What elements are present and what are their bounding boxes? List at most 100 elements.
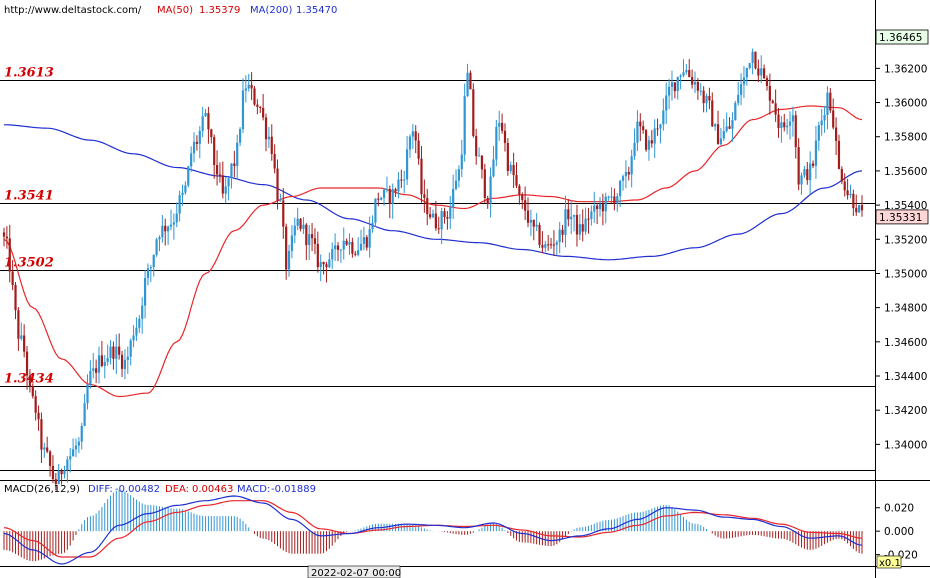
time-cursor-text: 2022-02-07 00:00 [311,568,401,578]
candle-body-19 [57,470,60,484]
ma200-value: 1.35470 [296,5,337,16]
candle-body-53 [155,239,158,255]
candle-body-70 [204,113,207,117]
candle-body-157 [454,180,458,189]
candle-body-165 [477,155,481,157]
candle-body-188 [544,244,547,248]
zoom-text: x0.1 [879,558,901,569]
candle-body-201 [581,224,584,232]
candle-body-7 [23,335,26,352]
candle-body-108 [313,238,317,244]
candle-body-268 [774,103,777,115]
zoom-indicator[interactable]: x0.1 [876,555,902,569]
candle-body-199 [575,214,579,235]
candle-body-234 [676,77,679,92]
candle-body-35 [103,361,106,366]
price-tick-8: 1.34600 [884,337,927,349]
candle-body-273 [788,121,792,126]
candle-body-95 [276,168,279,201]
price-tick-5: 1.35200 [884,234,927,246]
candle-body-297 [858,205,861,213]
candle-body-143 [414,131,417,141]
candle-body-217 [627,171,630,175]
top-price-badge: 1.36465 [875,29,929,45]
candle-body-172 [498,122,501,127]
candle-body-87 [253,88,256,105]
candle-body-240 [693,82,697,85]
candle-body-186 [538,224,541,245]
candle-body-208 [601,204,604,212]
candle-body-247 [714,124,717,127]
candle-body-46 [135,327,138,336]
candle-body-81 [236,142,239,166]
candle-body-161 [466,72,469,97]
candle-body-31 [92,368,95,371]
ma50-line [3,105,863,398]
candle-body-242 [699,90,702,92]
candle-body-296 [855,208,858,213]
candle-body-205 [593,205,596,212]
ma50-label: MA(50) [157,5,193,16]
candle-body-26 [77,441,80,446]
candle-body-102 [296,218,299,226]
candle-body-103 [299,218,302,229]
candle-body-137 [397,179,400,192]
candle-body-110 [319,262,322,268]
candle-body-1 [5,236,8,239]
candle-body-294 [849,193,852,196]
candle-body-279 [806,169,809,181]
candle-body-76 [221,175,224,194]
candle-body-203 [587,218,590,220]
candle-body-118 [342,240,345,250]
candle-body-96 [279,200,282,202]
candle-body-233 [673,82,676,92]
candle-body-22 [66,459,69,471]
price-tick-11: 1.34000 [884,439,927,451]
candle-body-30 [89,370,92,385]
candle-body-17 [51,465,55,480]
candle-body-231 [667,86,671,96]
candle-body-204 [590,211,593,219]
candle-body-285 [823,115,826,121]
candle-body-270 [780,122,783,128]
candle-body-8 [25,351,29,376]
candle-body-264 [763,68,766,79]
candle-body-174 [503,130,507,144]
candle-body-227 [656,128,659,130]
candle-body-3 [11,271,14,285]
candle-body-124 [359,243,363,251]
candle-body-163 [472,89,475,136]
candle-body-292 [843,181,846,191]
candle-body-213 [616,196,619,204]
candle-body-9 [28,375,32,386]
candle-body-254 [734,102,737,121]
candle-body-146 [423,194,426,198]
candle-body-200 [578,224,581,235]
candle-body-241 [696,82,699,91]
candle-body-167 [483,169,486,198]
candle-body-112 [325,264,328,268]
candle-body-73 [213,137,216,165]
candle-body-154 [446,217,449,219]
candle-body-288 [832,110,835,128]
candle-body-269 [777,114,780,128]
candle-body-121 [351,241,354,254]
candle-body-226 [653,128,656,144]
candle-body-192 [555,242,558,245]
candle-body-93 [270,136,273,154]
candle-body-158 [457,169,461,181]
candle-body-68 [198,130,201,144]
current-price-text: 1.35331 [879,212,922,224]
candle-body-57 [167,226,170,232]
candle-body-175 [506,143,509,171]
candle-body-94 [273,153,276,169]
candle-body-278 [803,169,806,176]
candle-body-249 [719,138,723,145]
candle-body-16 [48,451,52,466]
candle-body-145 [420,158,423,195]
candle-body-281 [811,163,815,166]
candle-body-187 [541,244,544,248]
candle-body-210 [607,196,610,198]
candle-body-176 [509,164,512,171]
candle-body-69 [201,116,204,131]
